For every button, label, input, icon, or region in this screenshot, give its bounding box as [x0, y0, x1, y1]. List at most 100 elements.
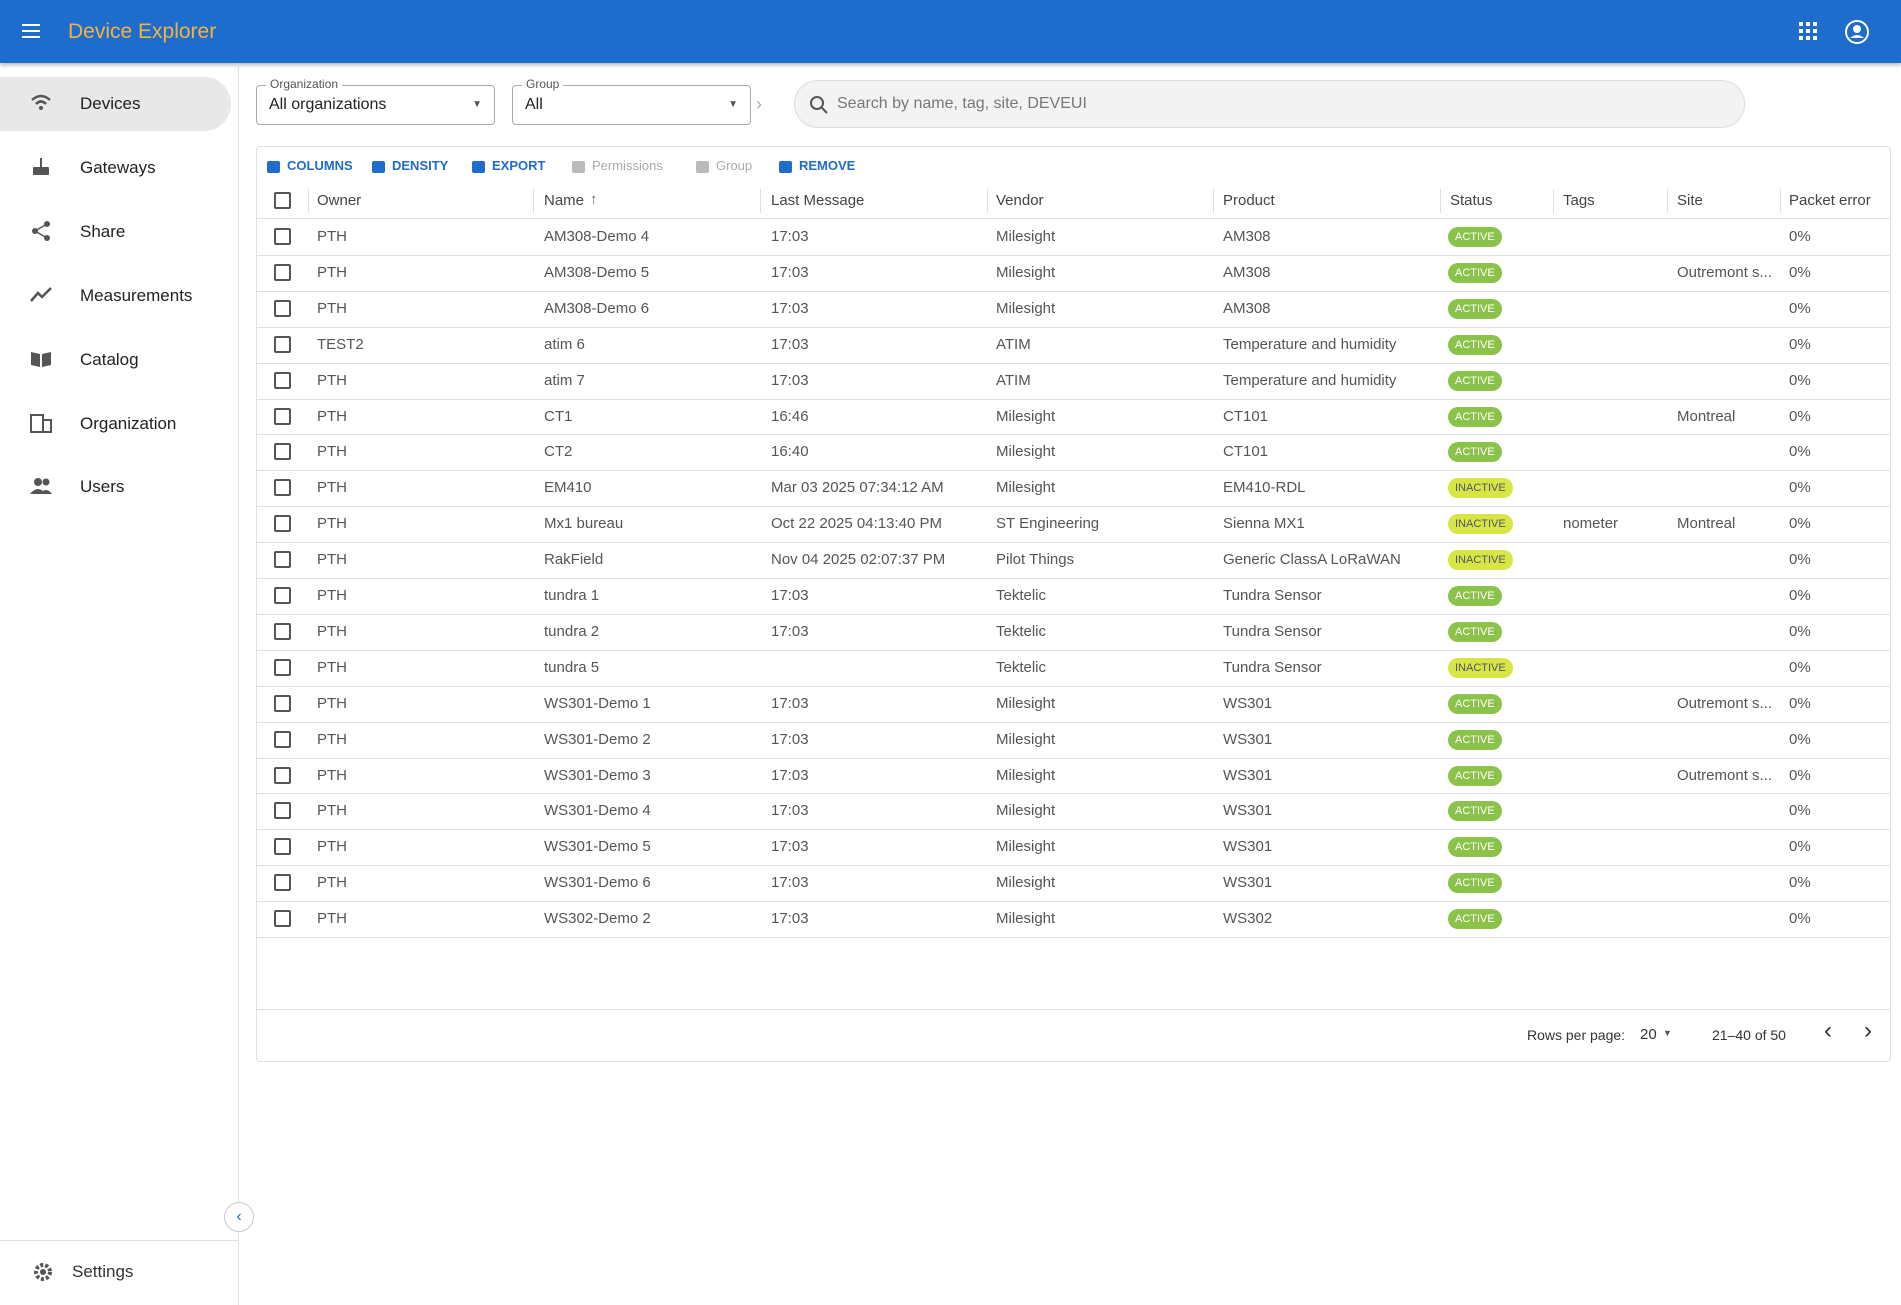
apps-button[interactable]	[1799, 22, 1817, 40]
cell: PTH	[317, 622, 347, 640]
prev-page[interactable]: ‹	[1824, 1017, 1832, 1044]
checkbox[interactable]	[274, 658, 291, 676]
cell: WS301	[1223, 874, 1273, 892]
cell: WS301-Demo 2	[544, 730, 651, 748]
column-header[interactable]: Last Message	[771, 192, 865, 209]
checkbox[interactable]	[274, 622, 291, 640]
toolbar-button[interactable]: EXPORT	[492, 158, 546, 173]
page-range: 21–40 of 50	[1712, 1027, 1786, 1043]
cell: 0%	[1789, 874, 1811, 892]
checkbox[interactable]	[274, 694, 291, 712]
cell: TEST2	[317, 335, 364, 353]
cell: WS301-Demo 4	[544, 802, 651, 820]
column-header[interactable]: Site	[1677, 192, 1703, 209]
cell: ATIM	[996, 371, 1031, 389]
account-button[interactable]	[1844, 19, 1870, 45]
column-separator	[1553, 189, 1554, 213]
nav-item[interactable]: Share	[0, 205, 231, 259]
column-header[interactable]: Name	[544, 192, 585, 209]
organization-select[interactable]: Organization All organizations ▼	[256, 77, 495, 125]
cell: Milesight	[996, 766, 1056, 784]
column-header[interactable]: Vendor	[996, 192, 1044, 209]
cell: CT101	[1223, 443, 1269, 461]
cell: 0%	[1789, 335, 1811, 353]
checkbox[interactable]	[274, 263, 291, 281]
field-value: All	[525, 96, 543, 113]
cell: 17:03	[771, 371, 809, 389]
next-page[interactable]: ›	[1864, 1017, 1872, 1044]
toolbar-button: Group	[716, 158, 753, 173]
checkbox[interactable]	[274, 443, 291, 461]
checkbox[interactable]	[274, 874, 291, 892]
menu-button[interactable]	[22, 21, 42, 41]
cell: PTH	[317, 443, 347, 461]
cell: 0%	[1789, 371, 1811, 389]
search-box[interactable]: Search by name, tag, site, DEVEUI	[794, 80, 1745, 128]
rows-per-page-select[interactable]: 20	[1640, 1026, 1657, 1043]
cell: 0%	[1789, 802, 1811, 820]
row-divider	[257, 326, 1890, 328]
cell: tundra 1	[544, 587, 600, 604]
cell: 0%	[1789, 443, 1811, 461]
settings-link[interactable]: Settings	[32, 1261, 232, 1283]
column-separator	[760, 189, 761, 213]
checkbox[interactable]	[274, 228, 291, 245]
checkbox[interactable]	[274, 910, 291, 928]
nav-icon	[30, 287, 52, 302]
status-badge: ACTIVE	[1448, 909, 1502, 930]
checkbox[interactable]	[274, 587, 291, 604]
field-label: Organization	[266, 77, 343, 91]
row-divider	[257, 613, 1890, 615]
checkbox[interactable]	[274, 335, 291, 353]
cell: 17:03	[771, 874, 809, 892]
cell: nometer	[1563, 515, 1619, 533]
nav-item[interactable]: Users	[0, 460, 231, 514]
status-badge: ACTIVE	[1448, 693, 1502, 714]
status-badge: ACTIVE	[1448, 370, 1502, 391]
toolbar-icon	[572, 161, 585, 173]
cell: 0%	[1789, 551, 1811, 569]
checkbox[interactable]	[274, 802, 291, 820]
toolbar-button: Permissions	[592, 158, 663, 173]
column-separator	[1667, 189, 1668, 213]
nav-item[interactable]: Gateways	[0, 141, 231, 195]
status-badge: ACTIVE	[1448, 227, 1502, 247]
column-header[interactable]: Tags	[1563, 192, 1595, 209]
cell: Oct 22 2025 04:13:40 PM	[771, 515, 942, 533]
toolbar-button[interactable]: DENSITY	[392, 158, 449, 173]
nav-item[interactable]: Organization	[0, 397, 231, 451]
cell: PTH	[317, 910, 347, 928]
column-header[interactable]: Packet error	[1789, 192, 1871, 209]
checkbox[interactable]	[274, 730, 291, 748]
cell: 17:03	[771, 910, 809, 928]
checkbox[interactable]	[274, 407, 291, 425]
nav-item[interactable]: Devices	[0, 77, 231, 131]
group-select[interactable]: Group All ▼	[512, 77, 751, 125]
status-badge: ACTIVE	[1448, 442, 1502, 463]
column-header[interactable]: Product	[1223, 192, 1275, 209]
app-bar: Device Explorer	[0, 0, 1901, 63]
column-header[interactable]: Status	[1450, 192, 1493, 209]
rows-per-page-label: Rows per page:	[1527, 1027, 1626, 1043]
cell: 0%	[1789, 838, 1811, 856]
checkbox[interactable]	[274, 299, 291, 317]
checkbox[interactable]	[274, 371, 291, 389]
toolbar-button[interactable]: COLUMNS	[287, 158, 353, 173]
collapse-button[interactable]: ‹	[224, 1202, 254, 1232]
nav-label: Organization	[80, 414, 177, 433]
row-divider	[257, 901, 1890, 903]
checkbox[interactable]	[274, 479, 291, 497]
checkbox[interactable]	[274, 515, 291, 533]
status-badge: ACTIVE	[1448, 801, 1502, 822]
checkbox[interactable]	[274, 766, 291, 784]
checkbox[interactable]	[274, 192, 291, 209]
checkbox[interactable]	[274, 838, 291, 856]
checkbox[interactable]	[274, 551, 291, 569]
cell: Tektelic	[996, 622, 1047, 640]
column-header[interactable]: Owner	[317, 192, 362, 209]
toolbar-button[interactable]: REMOVE	[799, 158, 856, 173]
nav-item[interactable]: Catalog	[0, 333, 231, 387]
nav-item[interactable]: Measurements	[0, 269, 231, 323]
cell: PTH	[317, 228, 347, 245]
cell: 17:03	[771, 263, 809, 281]
